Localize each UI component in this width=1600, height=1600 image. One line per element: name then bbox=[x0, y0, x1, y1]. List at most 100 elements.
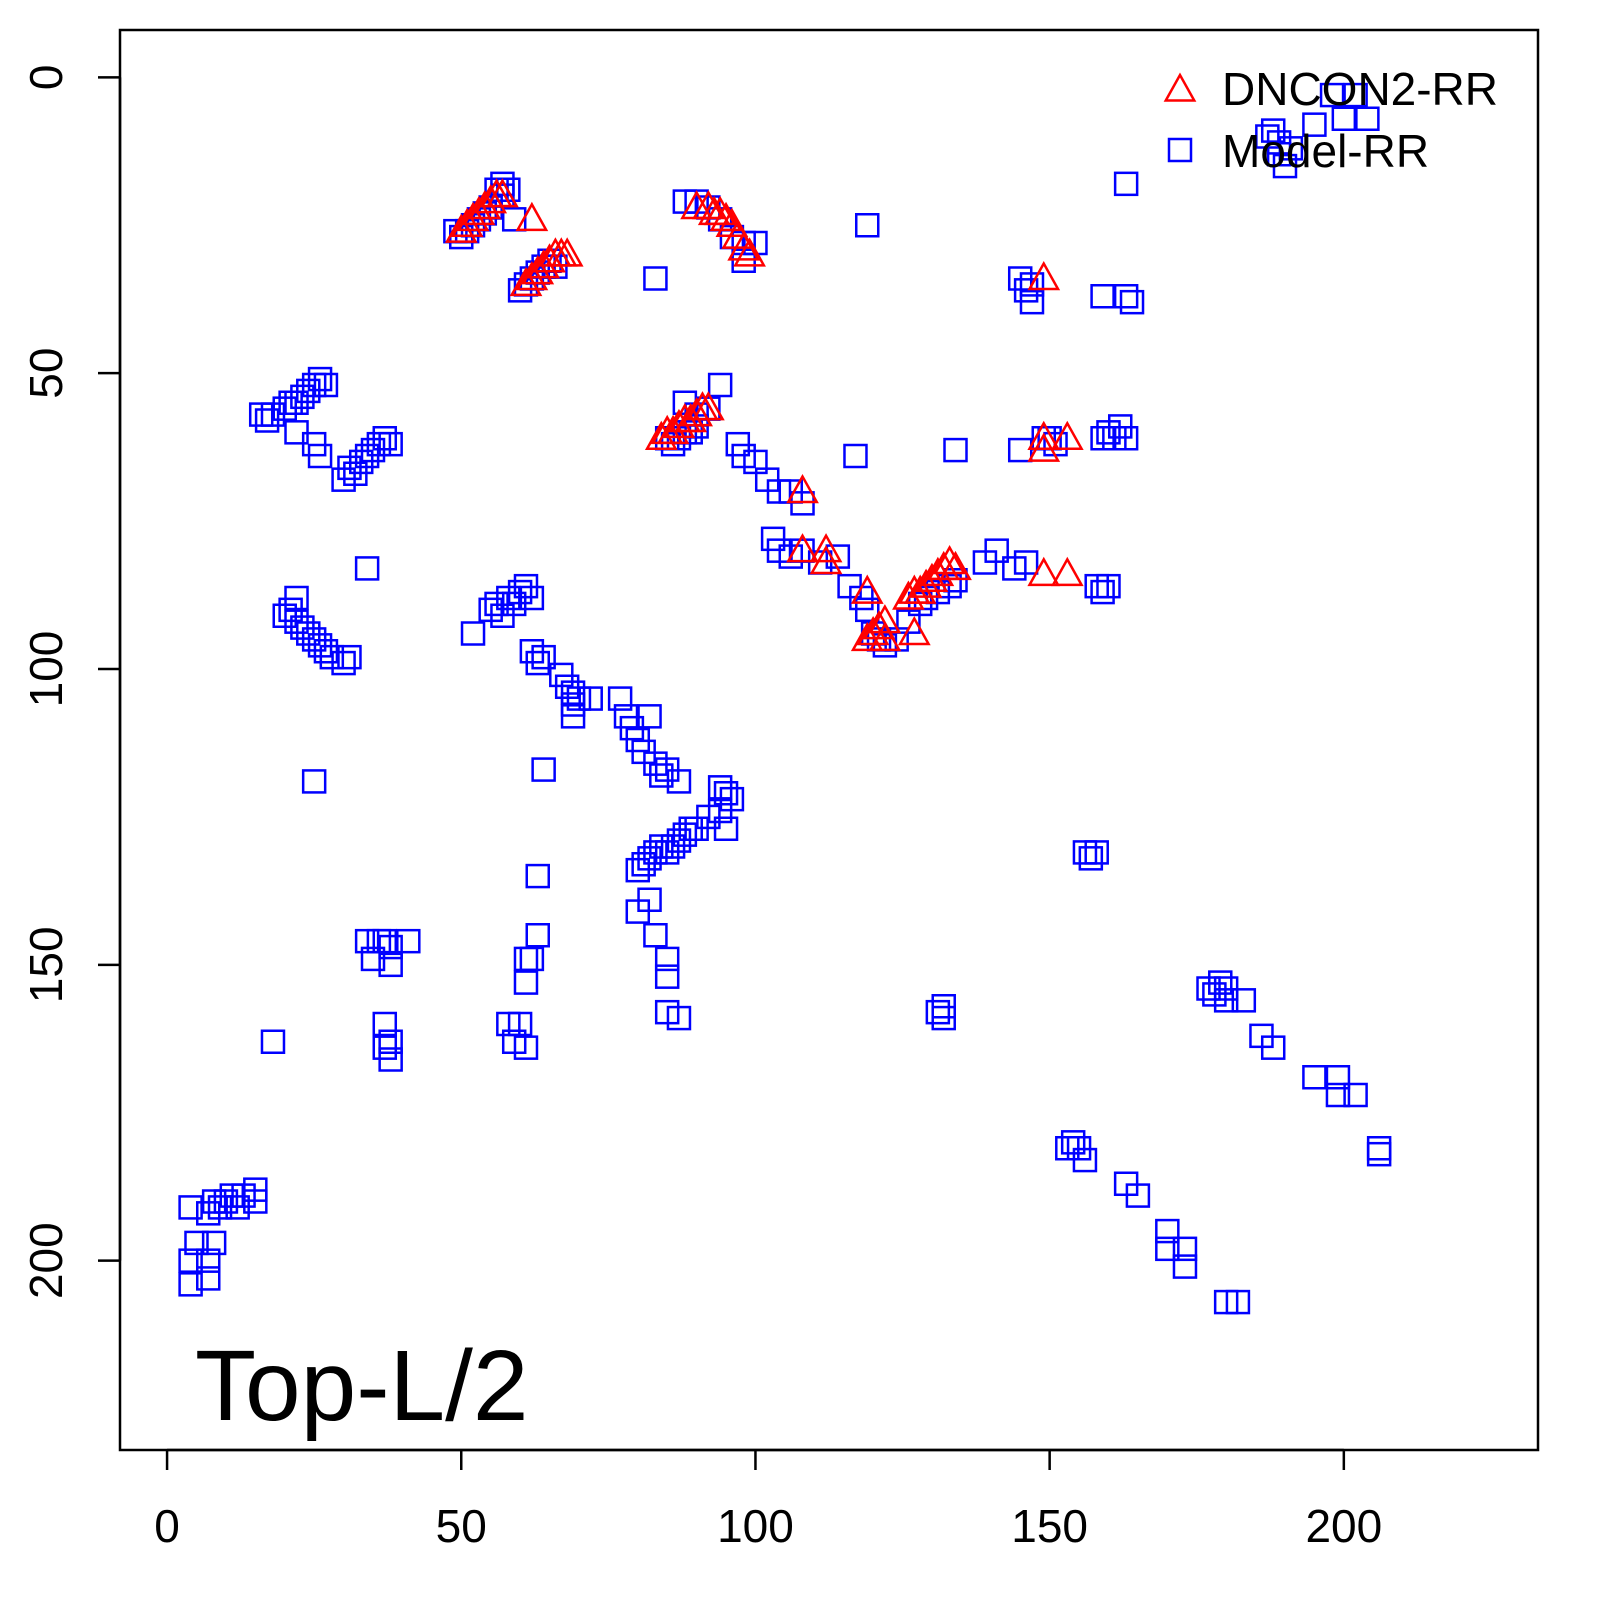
dncon2-rr-point bbox=[1027, 420, 1061, 450]
model-rr-point bbox=[843, 443, 868, 469]
model-rr-point bbox=[1325, 1082, 1351, 1108]
model-rr-point bbox=[178, 1195, 203, 1220]
model-rr-point bbox=[1366, 1136, 1392, 1161]
model-rr-point bbox=[943, 568, 968, 593]
model-rr-point bbox=[678, 420, 703, 445]
model-rr-point bbox=[525, 923, 551, 948]
model-rr-point bbox=[525, 650, 551, 676]
model-rr-point bbox=[937, 573, 962, 599]
model-rr-point bbox=[1078, 846, 1104, 871]
model-rr-point bbox=[1213, 988, 1239, 1013]
legend-square-icon bbox=[1167, 137, 1193, 163]
model-rr-point bbox=[307, 366, 333, 392]
dncon2-rr-point bbox=[939, 550, 972, 581]
model-rr-point bbox=[243, 1189, 268, 1214]
dncon2-rr-point bbox=[474, 184, 508, 214]
model-rr-point bbox=[513, 1035, 539, 1060]
model-rr-point bbox=[531, 757, 556, 782]
model-rr-point bbox=[1172, 1236, 1198, 1262]
model-rr-point bbox=[1113, 171, 1139, 197]
dncon2-rr-point bbox=[709, 201, 743, 232]
model-rr-point bbox=[201, 1230, 227, 1256]
model-rr-point bbox=[507, 1011, 533, 1037]
dncon2-rr-point bbox=[933, 544, 966, 575]
model-rr-point bbox=[354, 556, 380, 581]
model-rr-point bbox=[378, 1047, 403, 1072]
model-rr-point bbox=[1096, 573, 1121, 599]
model-rr-point bbox=[713, 816, 739, 841]
model-rr-point bbox=[378, 934, 403, 960]
model-rr-point bbox=[1019, 272, 1045, 297]
x-tick-label: 150 bbox=[1011, 1500, 1088, 1552]
model-rr-point bbox=[1331, 106, 1357, 131]
model-rr-point bbox=[1302, 1065, 1327, 1090]
model-rr-point bbox=[1225, 1289, 1251, 1315]
model-rr-point bbox=[372, 426, 398, 451]
x-axis: 0 50 100 150 200 bbox=[154, 1448, 1382, 1552]
model-rr-point bbox=[560, 704, 586, 729]
model-rr-point bbox=[1208, 970, 1233, 995]
dncon2-rr-point bbox=[850, 574, 884, 604]
model-rr-point bbox=[372, 1011, 398, 1037]
model-rr-point bbox=[1231, 988, 1257, 1013]
model-rr-point bbox=[931, 1005, 956, 1031]
model-rr-point bbox=[525, 863, 551, 889]
model-rr-point bbox=[984, 538, 1009, 563]
model-rr-point bbox=[1113, 426, 1139, 451]
plot-frame bbox=[118, 28, 1540, 1452]
legend-triangle-icon bbox=[1163, 72, 1197, 102]
dncon2-rr-point bbox=[1027, 260, 1061, 291]
model-rr-point bbox=[519, 946, 545, 972]
model-rr-point bbox=[1172, 1254, 1198, 1279]
model-rr-point bbox=[513, 970, 539, 995]
model-rr-point bbox=[943, 437, 968, 463]
model-rr-point bbox=[378, 952, 403, 978]
dncon2-rr-point bbox=[1050, 556, 1084, 587]
model-rr-point bbox=[707, 372, 733, 398]
model-rr-point bbox=[372, 928, 398, 954]
model-rr-point bbox=[1319, 82, 1345, 108]
model-rr-point bbox=[607, 686, 633, 711]
model-rr-point bbox=[196, 1266, 221, 1291]
dncon2-rr-point bbox=[703, 195, 737, 226]
y-tick-label: 100 bbox=[20, 631, 72, 708]
model-rr-point bbox=[1260, 1035, 1286, 1060]
model-rr-point bbox=[178, 1272, 203, 1297]
dncon2-rr-point bbox=[692, 391, 725, 421]
y-tick-label: 150 bbox=[20, 926, 72, 1003]
dncon2-rr-point bbox=[1050, 420, 1084, 450]
model-rr-point bbox=[1302, 112, 1327, 137]
dncon2-rr-point bbox=[1027, 432, 1061, 462]
y-tick-label: 0 bbox=[20, 65, 72, 91]
dncon2-rr-point bbox=[809, 533, 843, 563]
x-tick-label: 200 bbox=[1305, 1500, 1382, 1552]
model-rr-point bbox=[301, 769, 327, 794]
x-tick-label: 100 bbox=[717, 1500, 794, 1552]
model-rr-point bbox=[1072, 1147, 1098, 1173]
model-rr-point bbox=[854, 213, 880, 238]
model-rr-point bbox=[654, 946, 680, 972]
model-rr-point bbox=[1125, 1183, 1151, 1208]
dncon2-rr-point bbox=[1027, 556, 1061, 587]
model-rr-point bbox=[1084, 840, 1109, 865]
dncon2-rr-point bbox=[486, 178, 519, 208]
model-rr-point bbox=[1272, 153, 1298, 179]
dncon2-rr-point bbox=[868, 621, 902, 652]
model-rr-point bbox=[643, 923, 668, 948]
model-rr-point bbox=[854, 597, 880, 623]
model-rr-point bbox=[1019, 289, 1045, 315]
model-rr-point bbox=[307, 443, 333, 469]
model-rr-point bbox=[460, 621, 486, 646]
dncon2-rr-point bbox=[868, 604, 902, 634]
model-rr-point bbox=[643, 266, 668, 291]
model-rr-point bbox=[378, 1029, 403, 1054]
model-rr-point bbox=[378, 431, 403, 457]
model-rr-point bbox=[519, 585, 545, 611]
x-tick-label: 50 bbox=[436, 1500, 487, 1552]
y-axis: 0 50 100 150 200 bbox=[20, 65, 122, 1299]
model-rr-point bbox=[1090, 579, 1115, 605]
model-rr-point bbox=[1355, 106, 1380, 131]
legend-label: DNCON2-RR bbox=[1222, 63, 1498, 115]
dncon2-rr-point bbox=[727, 231, 761, 261]
